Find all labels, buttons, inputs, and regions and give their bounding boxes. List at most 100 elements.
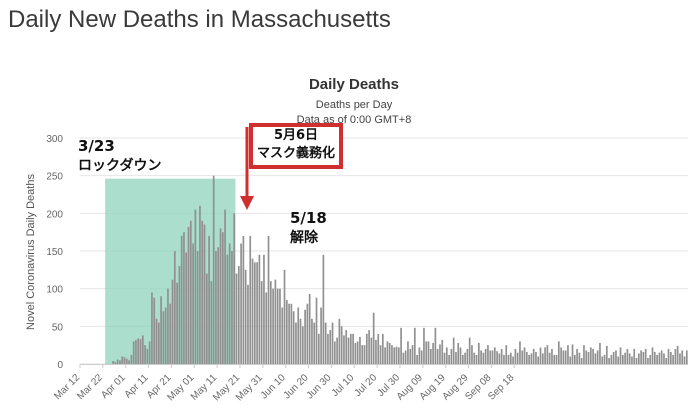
bar — [436, 348, 439, 364]
bar — [400, 327, 402, 364]
bar — [370, 337, 373, 364]
bar — [578, 352, 581, 364]
bar — [601, 356, 604, 364]
bar — [189, 220, 192, 364]
bar — [128, 360, 130, 364]
bar — [144, 345, 146, 364]
bar — [171, 279, 174, 364]
bar — [665, 357, 668, 364]
bar — [544, 347, 546, 364]
bar — [194, 209, 197, 364]
bar — [596, 350, 599, 364]
bar — [541, 353, 544, 364]
bar — [416, 354, 418, 364]
bar — [548, 352, 551, 364]
bar — [132, 341, 135, 364]
bar — [551, 348, 553, 364]
bar — [285, 299, 288, 364]
bar — [615, 350, 617, 364]
bar — [221, 232, 224, 364]
bar — [114, 361, 117, 364]
bar — [633, 348, 636, 364]
bar — [180, 235, 183, 364]
bar — [585, 350, 588, 364]
bar — [121, 356, 124, 364]
bar — [560, 347, 562, 364]
bar — [564, 350, 567, 364]
mask-label: マスク義務化 — [256, 146, 335, 161]
bar — [658, 352, 661, 364]
bar — [580, 357, 583, 364]
mask-date: 5月6日 — [273, 128, 319, 143]
bar — [489, 350, 492, 364]
bar — [651, 347, 654, 364]
bar — [235, 273, 238, 364]
bar — [525, 351, 528, 364]
bar — [507, 354, 510, 364]
bar — [468, 337, 471, 364]
bar — [539, 347, 542, 364]
bar — [605, 345, 608, 364]
bar — [276, 288, 279, 364]
bar — [228, 243, 231, 364]
y-tick-label: 100 — [46, 285, 63, 296]
lift-annotation: 5/18 解除 — [290, 208, 327, 248]
bar — [491, 350, 494, 364]
bar — [139, 339, 142, 364]
bar — [653, 351, 656, 364]
bar — [317, 333, 320, 364]
bar — [457, 342, 460, 364]
y-tick-label: 50 — [52, 322, 64, 333]
x-tick-label: Sep 18 — [486, 372, 516, 402]
y-tick-label: 150 — [46, 247, 63, 258]
bar — [324, 322, 327, 364]
bar — [347, 337, 350, 364]
bar — [459, 347, 462, 364]
bar — [331, 322, 334, 364]
arrow-head — [240, 196, 254, 210]
lift-label: 解除 — [290, 230, 318, 246]
bar — [626, 348, 629, 364]
bar — [258, 254, 261, 364]
bar — [576, 348, 578, 364]
bar — [663, 353, 665, 364]
y-tick-label: 0 — [57, 360, 63, 371]
bar — [571, 344, 574, 364]
bar — [322, 254, 325, 364]
bar — [345, 330, 348, 364]
bar — [553, 354, 556, 364]
bar — [493, 347, 496, 364]
bar — [599, 342, 601, 364]
bar — [500, 348, 503, 364]
bar — [521, 350, 524, 364]
bar — [583, 345, 585, 364]
bar — [395, 346, 398, 364]
bar — [368, 330, 370, 364]
bar — [299, 318, 302, 364]
bar — [226, 254, 229, 364]
bar — [199, 205, 201, 364]
bar — [356, 341, 359, 364]
bar — [155, 318, 158, 364]
bar — [349, 333, 352, 364]
bar — [537, 356, 540, 364]
bar — [295, 322, 297, 364]
x-tick-label: Mar 22 — [75, 372, 105, 402]
bar — [311, 318, 313, 364]
bar — [333, 341, 336, 364]
lockdown-label: ロックダウン — [78, 158, 162, 174]
bar — [137, 338, 140, 364]
bar — [352, 333, 354, 364]
bar — [656, 354, 658, 364]
bar — [637, 353, 640, 364]
bar — [203, 224, 206, 364]
bar — [592, 348, 594, 364]
bar — [532, 348, 535, 364]
bar — [148, 341, 151, 364]
bar — [567, 345, 569, 364]
bar — [429, 348, 432, 364]
bar — [251, 258, 254, 364]
bar — [247, 284, 249, 364]
bar — [169, 303, 172, 364]
bar — [498, 353, 501, 364]
